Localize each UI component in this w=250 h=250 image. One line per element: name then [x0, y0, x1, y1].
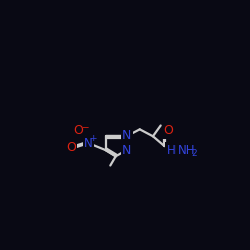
Text: NH: NH [178, 144, 195, 158]
Text: O: O [74, 124, 84, 137]
Text: 2: 2 [191, 150, 197, 158]
Text: O: O [164, 124, 173, 137]
Text: −: − [81, 122, 88, 132]
Text: N: N [84, 137, 93, 150]
Text: HN: HN [167, 144, 184, 156]
Text: N: N [122, 129, 131, 142]
Text: O: O [66, 141, 76, 154]
Text: +: + [90, 134, 97, 143]
Text: N: N [122, 144, 131, 158]
